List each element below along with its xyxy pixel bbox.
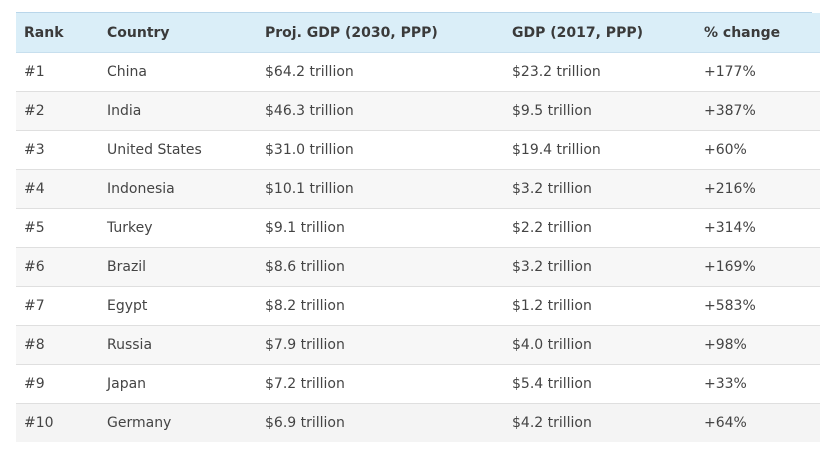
country-cell: Turkey bbox=[107, 208, 265, 248]
gdp-2017-cell: $2.2 trillion bbox=[512, 208, 704, 248]
gdp-2017-cell: $1.2 trillion bbox=[512, 286, 704, 326]
rank-cell: #5 bbox=[16, 208, 107, 248]
percent-change-cell: +33% bbox=[704, 364, 820, 404]
header-percent-change: % change bbox=[704, 13, 820, 53]
table-row: #7 Egypt $8.2 trillion $1.2 trillion +583% bbox=[16, 286, 820, 326]
gdp-2017-cell: $3.2 trillion bbox=[512, 169, 704, 209]
percent-change-cell: +98% bbox=[704, 325, 820, 365]
table-row: #9 Japan $7.2 trillion $5.4 trillion +33% bbox=[16, 364, 820, 404]
country-cell: Brazil bbox=[107, 247, 265, 287]
table-row: #10 Germany $6.9 trillion $4.2 trillion +64% bbox=[16, 403, 820, 442]
proj-gdp-2030-cell: $10.1 trillion bbox=[265, 169, 512, 209]
country-cell: United States bbox=[107, 130, 265, 170]
gdp-2017-cell: $4.0 trillion bbox=[512, 325, 704, 365]
table-row: #3 United States $31.0 trillion $19.4 trill… bbox=[16, 130, 820, 170]
header-row: Rank Country Proj. GDP (2030, PPP) GDP (… bbox=[16, 13, 820, 53]
proj-gdp-2030-cell: $7.9 trillion bbox=[265, 325, 512, 365]
gdp-2017-cell: $19.4 trillion bbox=[512, 130, 704, 170]
proj-gdp-2030-cell: $46.3 trillion bbox=[265, 91, 512, 131]
percent-change-cell: +583% bbox=[704, 286, 820, 326]
percent-change-cell: +216% bbox=[704, 169, 820, 209]
rank-cell: #7 bbox=[16, 286, 107, 326]
country-cell: Egypt bbox=[107, 286, 265, 326]
percent-change-cell: +169% bbox=[704, 247, 820, 287]
rank-cell: #3 bbox=[16, 130, 107, 170]
proj-gdp-2030-cell: $9.1 trillion bbox=[265, 208, 512, 248]
header-country: Country bbox=[107, 13, 265, 53]
gdp-2017-cell: $3.2 trillion bbox=[512, 247, 704, 287]
rank-cell: #8 bbox=[16, 325, 107, 365]
table-body: #1 China $64.2 trillion $23.2 trillion +177%… bbox=[16, 52, 820, 442]
gdp-table-container: Rank Country Proj. GDP (2030, PPP) GDP (… bbox=[16, 12, 820, 442]
proj-gdp-2030-cell: $6.9 trillion bbox=[265, 403, 512, 442]
percent-change-cell: +314% bbox=[704, 208, 820, 248]
gdp-2017-cell: $4.2 trillion bbox=[512, 403, 704, 442]
country-cell: Japan bbox=[107, 364, 265, 404]
rank-cell: #9 bbox=[16, 364, 107, 404]
proj-gdp-2030-cell: $64.2 trillion bbox=[265, 52, 512, 92]
table-row: #6 Brazil $8.6 trillion $3.2 trillion +169% bbox=[16, 247, 820, 287]
table-header: Rank Country Proj. GDP (2030, PPP) GDP (… bbox=[16, 13, 820, 53]
rank-cell: #1 bbox=[16, 52, 107, 92]
proj-gdp-2030-cell: $31.0 trillion bbox=[265, 130, 512, 170]
percent-change-cell: +60% bbox=[704, 130, 820, 170]
table-row: #5 Turkey $9.1 trillion $2.2 trillion +314% bbox=[16, 208, 820, 248]
header-gdp-2017: GDP (2017, PPP) bbox=[512, 13, 704, 53]
percent-change-cell: +64% bbox=[704, 403, 820, 442]
country-cell: Indonesia bbox=[107, 169, 265, 209]
table-row: #8 Russia $7.9 trillion $4.0 trillion +98% bbox=[16, 325, 820, 365]
proj-gdp-2030-cell: $8.6 trillion bbox=[265, 247, 512, 287]
rank-cell: #4 bbox=[16, 169, 107, 209]
rank-cell: #6 bbox=[16, 247, 107, 287]
proj-gdp-2030-cell: $7.2 trillion bbox=[265, 364, 512, 404]
country-cell: India bbox=[107, 91, 265, 131]
header-rank: Rank bbox=[16, 13, 107, 53]
table-row: #2 India $46.3 trillion $9.5 trillion +387% bbox=[16, 91, 820, 131]
table-row: #4 Indonesia $10.1 trillion $3.2 trillion +2… bbox=[16, 169, 820, 209]
country-cell: Russia bbox=[107, 325, 265, 365]
gdp-2017-cell: $5.4 trillion bbox=[512, 364, 704, 404]
country-cell: Germany bbox=[107, 403, 265, 442]
header-proj-gdp-2030: Proj. GDP (2030, PPP) bbox=[265, 13, 512, 53]
percent-change-cell: +177% bbox=[704, 52, 820, 92]
gdp-ranking-table: Rank Country Proj. GDP (2030, PPP) GDP (… bbox=[16, 13, 820, 442]
rank-cell: #10 bbox=[16, 403, 107, 442]
rank-cell: #2 bbox=[16, 91, 107, 131]
percent-change-cell: +387% bbox=[704, 91, 820, 131]
table-row: #1 China $64.2 trillion $23.2 trillion +177% bbox=[16, 52, 820, 92]
proj-gdp-2030-cell: $8.2 trillion bbox=[265, 286, 512, 326]
gdp-2017-cell: $9.5 trillion bbox=[512, 91, 704, 131]
country-cell: China bbox=[107, 52, 265, 92]
gdp-2017-cell: $23.2 trillion bbox=[512, 52, 704, 92]
